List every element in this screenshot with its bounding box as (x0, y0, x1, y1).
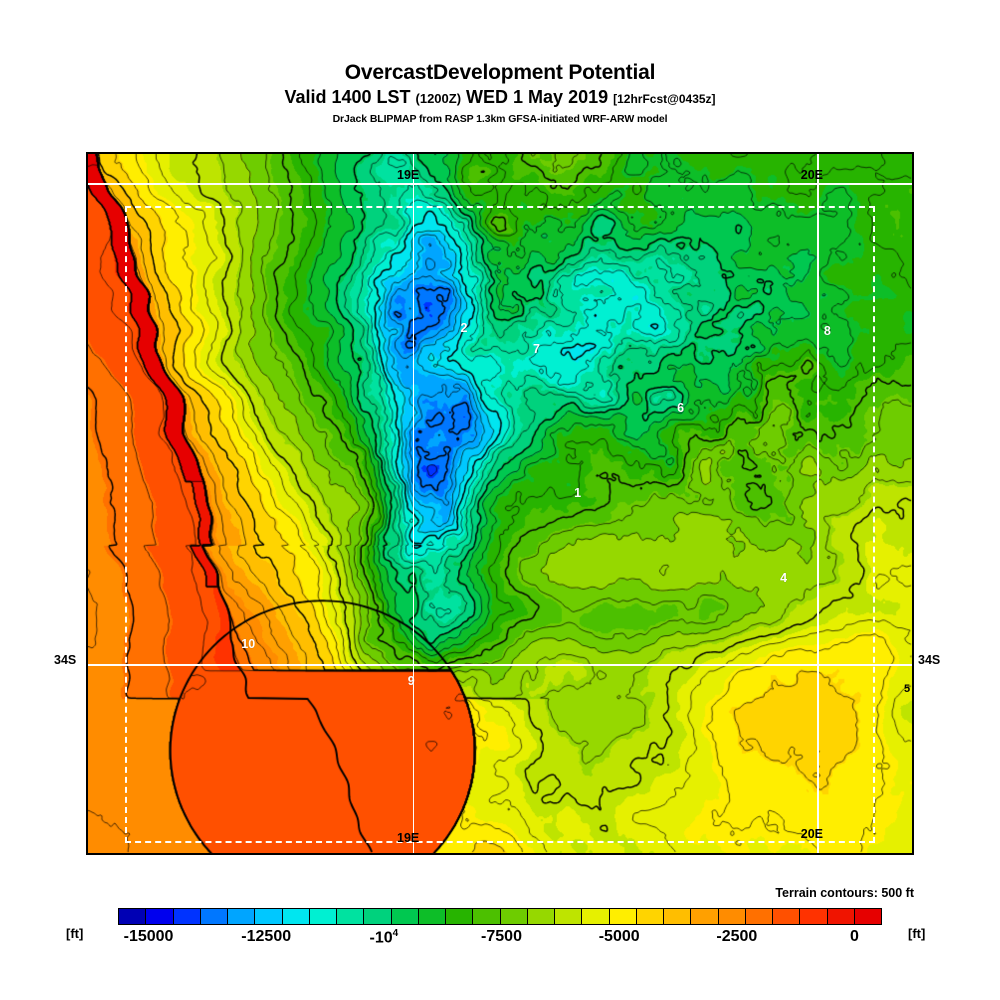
valid-time-prefix: Valid 1400 LST (284, 87, 411, 107)
colorbar-tick-4: -5000 (598, 928, 640, 945)
valid-date: WED 1 May 2019 (466, 87, 609, 107)
terrain-contour-note: Terrain contours: 500 ft (775, 886, 914, 900)
colorbar-swatches (118, 908, 882, 925)
colorbar-swatch-5 (255, 909, 283, 924)
edge-label-5-2: 5 (904, 682, 911, 695)
colorbar-tick-6: 0 (850, 928, 859, 945)
colorbar-swatch-26 (827, 909, 855, 924)
colorbar-swatch-20 (664, 909, 692, 924)
colorbar-swatch-1 (146, 909, 174, 924)
chart-header: OvercastDevelopment Potential Valid 1400… (0, 0, 1000, 126)
colorbar-swatch-11 (418, 909, 446, 924)
colorbar-swatch-24 (773, 909, 801, 924)
colorbar-swatch-22 (718, 909, 746, 924)
page-title: OvercastDevelopment Potential (344, 61, 656, 84)
colorbar-tick-1: -12500 (241, 928, 292, 945)
colorbar-swatch-0 (119, 909, 147, 924)
model-description: DrJack BLIPMAP from RASP 1.3km GFSA-init… (332, 113, 668, 125)
colorbar-swatch-25 (800, 909, 828, 924)
map-container[interactable]: 19E 20E 19E 20E 2 7 8 6 1 4 10 9 34S 34S 5 (54, 152, 940, 855)
colorbar-swatch-27 (854, 909, 881, 924)
colorbar-swatch-19 (636, 909, 664, 924)
colorbar-swatch-12 (446, 909, 474, 924)
colorbar-swatch-18 (609, 909, 637, 924)
terrain-elevation-raster (88, 154, 912, 853)
map-frame: 19E 20E 19E 20E 2 7 8 6 1 4 10 9 (86, 152, 914, 855)
colorbar-swatch-13 (473, 909, 501, 924)
colorbar-tick-3: -7500 (481, 928, 522, 945)
forecast-bracket: [12hrFcst@0435z] (613, 92, 716, 106)
colorbar-swatch-8 (337, 909, 365, 924)
edge-label-34s-1: 34S (918, 652, 941, 667)
colorbar-swatch-21 (691, 909, 719, 924)
colorbar-swatch-16 (555, 909, 583, 924)
colorbar-swatch-10 (391, 909, 419, 924)
colorbar-swatch-23 (745, 909, 773, 924)
colorbar-swatch-7 (309, 909, 337, 924)
colorbar-unit-right: [ft] (908, 926, 926, 941)
colorbar-tick-2: -104 (369, 928, 399, 947)
colorbar-swatch-14 (500, 909, 528, 924)
colorbar-swatch-4 (228, 909, 256, 924)
colorbar-swatch-9 (364, 909, 392, 924)
valid-time-line: Valid 1400 LST (1200Z) WED 1 May 2019 [12hr… (0, 86, 1000, 110)
colorbar-unit-left: [ft] (66, 926, 84, 941)
colorbar-swatch-3 (200, 909, 228, 924)
colorbar-tick-0: -15000 (123, 928, 174, 945)
colorbar-swatch-6 (282, 909, 310, 924)
colorbar-tick-5: -2500 (716, 928, 758, 945)
valid-time-zulu: (1200Z) (415, 91, 462, 106)
colorbar-swatch-15 (527, 909, 555, 924)
colorbar-swatch-2 (173, 909, 201, 924)
edge-label-34s-0: 34S (54, 652, 77, 667)
colorbar-swatch-17 (582, 909, 610, 924)
colorbar-legend: [ft] [ft] -15000 -12500 -104 -7500 -5000 -250… (0, 908, 1000, 968)
